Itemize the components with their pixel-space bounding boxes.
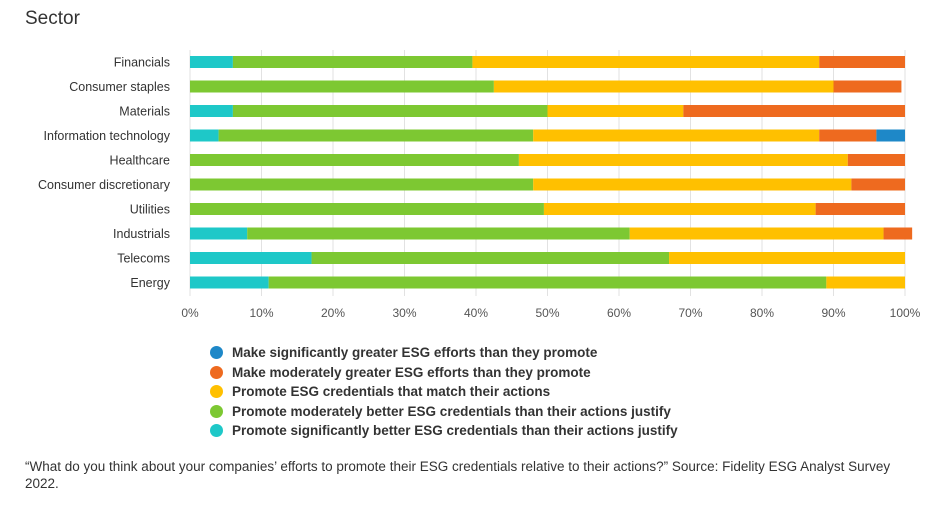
- bar-segment: [190, 154, 519, 166]
- category-label: Materials: [119, 105, 170, 119]
- bar-segment: [683, 105, 905, 117]
- bar-segment: [833, 80, 902, 93]
- x-tick-labels: 0% 10% 20% 30% 40% 50% 60% 70% 80% 90% 100%: [181, 306, 920, 320]
- bar-segment: [543, 203, 816, 215]
- legend-swatch: [210, 404, 223, 418]
- bar-segment: [190, 276, 269, 289]
- x-tick-label: 0%: [181, 306, 199, 320]
- bar-segment: [669, 252, 905, 264]
- bar-segment: [819, 129, 877, 142]
- category-label: Energy: [130, 276, 170, 290]
- x-tick-label: 50%: [535, 306, 559, 320]
- legend-label: Make moderately greater ESG efforts than…: [232, 364, 591, 380]
- x-tick-label: 100%: [890, 306, 921, 320]
- bar-segment: [533, 178, 852, 191]
- bar-segment: [847, 154, 905, 166]
- legend-item: Make significantly greater ESG efforts t…: [210, 343, 678, 363]
- bar-segment: [268, 276, 827, 289]
- bar-segment: [190, 105, 233, 117]
- category-label: Consumer staples: [69, 80, 170, 94]
- bar-segment: [190, 129, 219, 142]
- bar-segment: [883, 227, 913, 240]
- x-tick-label: 10%: [249, 306, 273, 320]
- legend: Make significantly greater ESG efforts t…: [210, 343, 678, 441]
- bar-segment: [472, 56, 820, 68]
- chart-title: Sector: [25, 8, 80, 29]
- bar-segment: [190, 252, 312, 264]
- legend-label: Promote ESG credentials that match their…: [232, 384, 551, 400]
- bar-segment: [190, 178, 534, 191]
- bar-segment: [851, 178, 905, 191]
- x-tick-label: 20%: [321, 306, 345, 320]
- legend-swatch: [210, 346, 223, 360]
- category-label: Telecoms: [117, 252, 170, 266]
- bar-segment: [629, 227, 884, 240]
- x-tick-label: 80%: [750, 306, 774, 320]
- bar-segment: [190, 80, 494, 93]
- category-label: Financials: [114, 56, 170, 70]
- bar-segment: [190, 227, 248, 240]
- x-tick-label: 70%: [678, 306, 702, 320]
- legend-item: Promote moderately better ESG credential…: [210, 402, 678, 422]
- category-label: Healthcare: [110, 154, 170, 168]
- bar-segment: [232, 56, 473, 68]
- bar-segment: [493, 80, 834, 93]
- bar-segment: [232, 105, 548, 117]
- category-label: Industrials: [113, 227, 170, 241]
- legend-swatch: [210, 424, 223, 438]
- legend-label: Make significantly greater ESG efforts t…: [232, 345, 598, 361]
- bar-segment: [190, 203, 544, 215]
- bar-segment: [218, 129, 534, 142]
- legend-label: Promote moderately better ESG credential…: [232, 403, 671, 419]
- x-tick-label: 40%: [464, 306, 488, 320]
- legend-swatch: [210, 365, 223, 379]
- bar-segment: [876, 129, 905, 142]
- x-tick-label: 90%: [821, 306, 845, 320]
- bar-segment: [819, 56, 905, 68]
- legend-item: Promote significantly better ESG credent…: [210, 421, 678, 441]
- bars: [190, 56, 913, 289]
- legend-swatch: [210, 385, 223, 399]
- category-label: Consumer discretionary: [38, 178, 171, 192]
- bar-segment: [815, 203, 905, 215]
- legend-label: Promote significantly better ESG credent…: [232, 423, 678, 439]
- category-labels: Financials Consumer staples Materials Infor…: [38, 56, 171, 291]
- bar-segment: [533, 129, 820, 142]
- legend-item: Make moderately greater ESG efforts than…: [210, 363, 678, 383]
- bar-segment: [190, 56, 233, 68]
- footnote: “What do you think about your companies’…: [25, 459, 891, 491]
- category-label: Utilities: [130, 203, 170, 217]
- bar-segment: [311, 252, 670, 264]
- bar-segment: [547, 105, 684, 117]
- category-label: Information technology: [44, 129, 171, 143]
- bar-segment: [247, 227, 630, 240]
- x-tick-label: 60%: [607, 306, 631, 320]
- bar-segment: [518, 154, 848, 166]
- x-tick-label: 30%: [392, 306, 416, 320]
- stacked-bar-chart: Financials Consumer staples Materials Infor…: [38, 50, 921, 320]
- bar-segment: [826, 276, 905, 289]
- legend-item: Promote ESG credentials that match their…: [210, 382, 678, 402]
